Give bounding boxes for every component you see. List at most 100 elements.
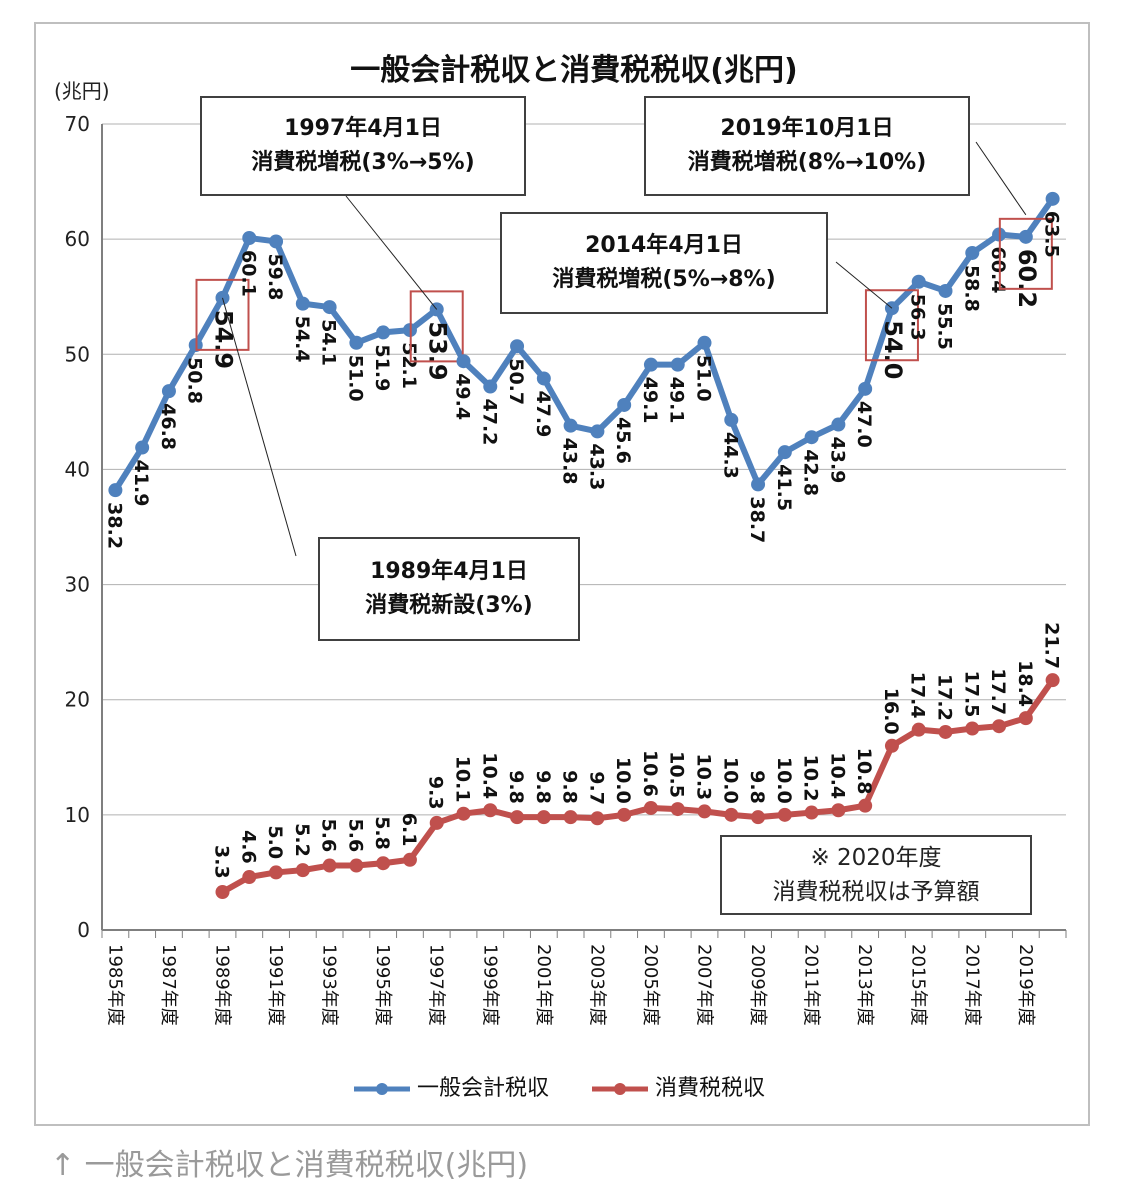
data-point bbox=[911, 274, 926, 289]
highlight-box bbox=[998, 217, 1053, 290]
data-label: 49.1 bbox=[639, 377, 661, 424]
data-label: 9.8 bbox=[532, 770, 554, 804]
data-point bbox=[617, 397, 632, 412]
data-label: 50.7 bbox=[505, 358, 527, 405]
data-label: 9.3 bbox=[425, 776, 447, 810]
data-label: 16.0 bbox=[880, 688, 902, 735]
x-tick-label: 2007年度 bbox=[694, 944, 715, 1026]
data-point bbox=[322, 858, 337, 873]
data-label: 38.7 bbox=[746, 496, 768, 543]
data-point bbox=[751, 477, 766, 492]
data-label: 10.4 bbox=[826, 752, 848, 799]
data-point bbox=[590, 424, 605, 439]
data-label: 43.9 bbox=[826, 437, 848, 484]
data-label: 3.3 bbox=[211, 845, 233, 879]
annotation-1989: 1989年4月1日 消費税新設(3%) bbox=[318, 537, 580, 641]
data-point bbox=[295, 296, 310, 311]
y-tick-label: 50 bbox=[65, 342, 90, 366]
data-label: 51.0 bbox=[693, 355, 715, 402]
data-label: 10.0 bbox=[612, 757, 634, 804]
data-label: 49.1 bbox=[666, 377, 688, 424]
data-label: 9.8 bbox=[505, 770, 527, 804]
data-point bbox=[697, 335, 712, 350]
data-label: 45.6 bbox=[612, 417, 634, 464]
annotation-2019: 2019年10月1日 消費税増税(8%→10%) bbox=[644, 96, 970, 196]
x-tick-label: 1993年度 bbox=[319, 944, 340, 1026]
data-point bbox=[804, 805, 819, 820]
data-point bbox=[242, 870, 257, 885]
legend-general-tax-label: 一般会計税収 bbox=[417, 1076, 550, 1101]
data-point bbox=[322, 300, 337, 315]
x-tick-label: 1987年度 bbox=[158, 944, 179, 1026]
budget-note: ※ 2020年度 消費税税収は予算額 bbox=[720, 835, 1032, 915]
data-label: 4.6 bbox=[237, 830, 259, 864]
annotation-2019-text: 消費税増税(8%→10%) bbox=[687, 150, 927, 175]
data-point bbox=[884, 738, 899, 753]
data-point bbox=[510, 339, 525, 354]
annotation-1997-text: 消費税増税(3%→5%) bbox=[251, 150, 475, 175]
y-tick-label: 60 bbox=[65, 227, 90, 251]
data-point bbox=[777, 807, 792, 822]
data-label: 10.2 bbox=[800, 755, 822, 802]
annotation-2014-text: 消費税増税(5%→8%) bbox=[552, 267, 776, 292]
data-point bbox=[376, 325, 391, 340]
x-tick-label: 2003年度 bbox=[586, 944, 607, 1026]
x-tick-label: 1985年度 bbox=[104, 944, 125, 1026]
data-label: 5.6 bbox=[318, 819, 340, 853]
data-point bbox=[858, 381, 873, 396]
data-label: 41.5 bbox=[773, 464, 795, 511]
data-label: 10.8 bbox=[853, 748, 875, 795]
highlight-box bbox=[409, 290, 464, 363]
data-label: 52.1 bbox=[398, 342, 420, 389]
data-label: 47.2 bbox=[478, 399, 500, 446]
data-point bbox=[1018, 711, 1033, 726]
data-point bbox=[1045, 191, 1060, 206]
annotation-2019-date: 2019年10月1日 bbox=[720, 116, 894, 141]
data-point bbox=[349, 858, 364, 873]
data-label: 41.9 bbox=[130, 460, 152, 507]
y-tick-label: 20 bbox=[65, 688, 90, 712]
data-point bbox=[617, 807, 632, 822]
data-point bbox=[590, 811, 605, 826]
x-tick-label: 1997年度 bbox=[426, 944, 447, 1026]
y-tick-label: 30 bbox=[65, 573, 90, 597]
data-point bbox=[563, 810, 578, 825]
budget-note-line1: ※ 2020年度 bbox=[810, 845, 942, 871]
data-point bbox=[777, 445, 792, 460]
data-label: 43.3 bbox=[585, 443, 607, 490]
data-label: 10.0 bbox=[773, 757, 795, 804]
data-label: 10.6 bbox=[639, 750, 661, 797]
data-label: 47.0 bbox=[853, 401, 875, 448]
data-point bbox=[831, 417, 846, 432]
data-point bbox=[724, 807, 739, 822]
data-point bbox=[295, 863, 310, 878]
data-point bbox=[965, 245, 980, 260]
data-label: 10.1 bbox=[452, 756, 474, 803]
data-label: 60.4 bbox=[987, 247, 1009, 294]
data-label: 47.9 bbox=[532, 390, 554, 437]
data-label: 10.5 bbox=[666, 751, 688, 798]
annotation-leader bbox=[835, 261, 893, 309]
data-label: 63.5 bbox=[1041, 211, 1063, 258]
data-label: 54.1 bbox=[318, 319, 340, 366]
data-point bbox=[643, 800, 658, 815]
data-label: 5.0 bbox=[264, 825, 286, 859]
highlight-box bbox=[195, 278, 250, 351]
data-label: 10.3 bbox=[693, 753, 715, 800]
data-label: 9.7 bbox=[585, 771, 607, 805]
legend-consumption-tax-marker bbox=[592, 1083, 648, 1095]
x-tick-label: 2005年度 bbox=[640, 944, 661, 1026]
data-point bbox=[483, 803, 498, 818]
x-tick-label: 2017年度 bbox=[961, 944, 982, 1026]
annotation-1997: 1997年4月1日 消費税増税(3%→5%) bbox=[200, 96, 526, 196]
data-point bbox=[536, 810, 551, 825]
data-point bbox=[992, 719, 1007, 734]
figure-caption: ↑ 一般会計税収と消費税税収(兆円) bbox=[50, 1148, 529, 1183]
y-axis-label: (兆円) bbox=[54, 79, 110, 103]
data-label: 58.8 bbox=[960, 265, 982, 312]
data-point bbox=[429, 815, 444, 830]
chart-title: 一般会計税収と消費税税収(兆円) bbox=[350, 53, 797, 88]
data-label: 56.3 bbox=[907, 294, 929, 341]
data-label: 10.4 bbox=[478, 752, 500, 799]
legend-general-tax-marker bbox=[354, 1083, 410, 1095]
